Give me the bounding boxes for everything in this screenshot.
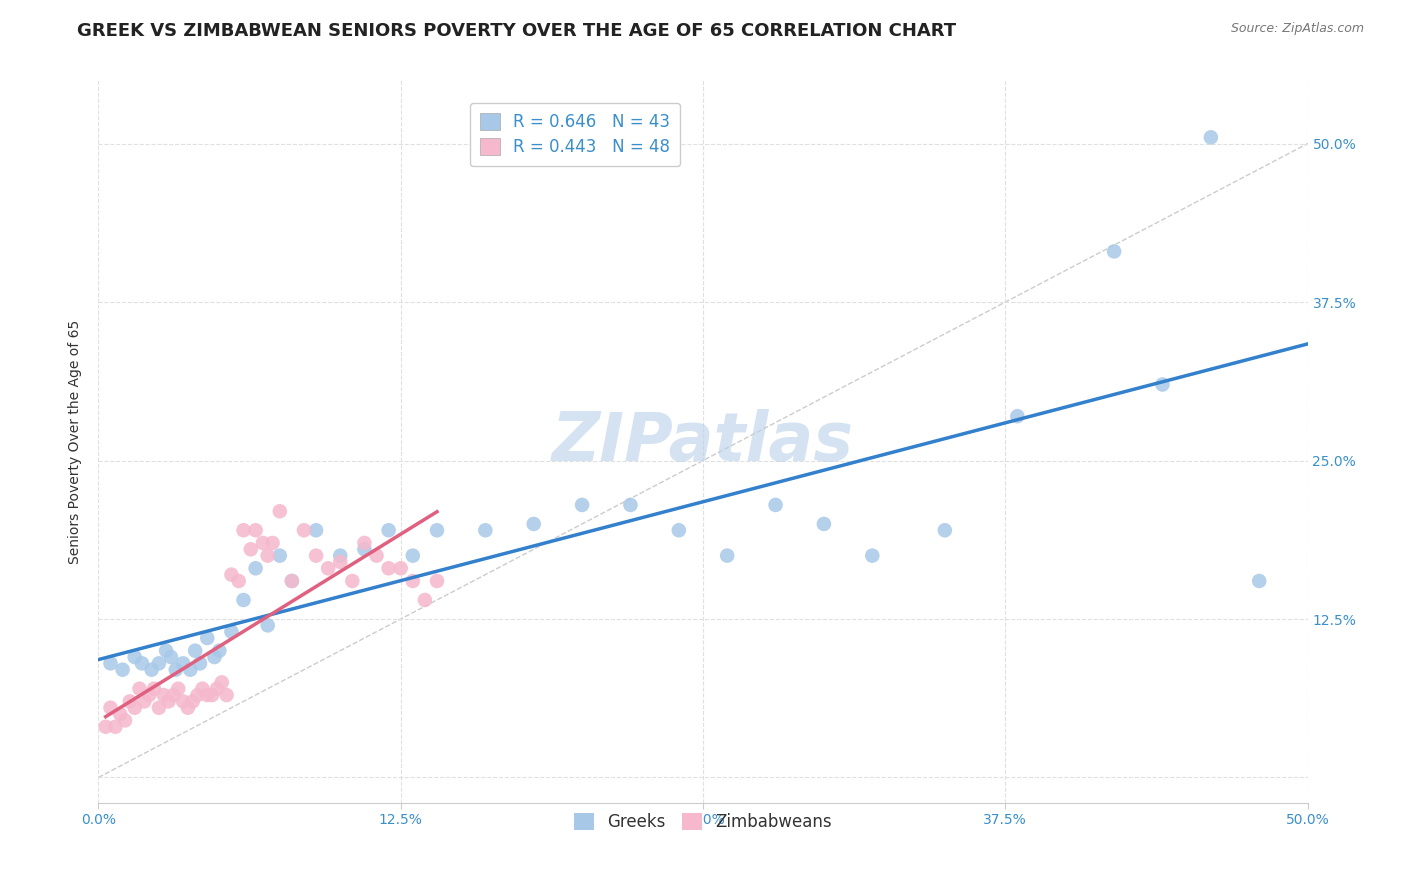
- Point: [205, 681, 228, 696]
- Y-axis label: Seniors Poverty Over the Age of 65: Seniors Poverty Over the Age of 65: [69, 319, 83, 564]
- Point: [256, 618, 278, 632]
- Point: [353, 542, 375, 557]
- Point: [1007, 409, 1029, 424]
- Point: [138, 688, 160, 702]
- Point: [256, 549, 278, 563]
- Point: [177, 700, 200, 714]
- Point: [162, 688, 184, 702]
- Point: [111, 663, 134, 677]
- Point: [716, 549, 738, 563]
- Point: [813, 516, 835, 531]
- Point: [124, 700, 146, 714]
- Point: [245, 561, 267, 575]
- Point: [215, 688, 238, 702]
- Point: [108, 707, 131, 722]
- Point: [1249, 574, 1271, 588]
- Point: [316, 561, 339, 575]
- Point: [221, 624, 243, 639]
- Point: [402, 549, 425, 563]
- Point: [402, 574, 425, 588]
- Point: [181, 694, 204, 708]
- Text: Source: ZipAtlas.com: Source: ZipAtlas.com: [1230, 22, 1364, 36]
- Point: [179, 663, 201, 677]
- Point: [131, 657, 153, 671]
- Legend: Greeks, Zimbabweans: Greeks, Zimbabweans: [567, 806, 839, 838]
- Point: [141, 663, 163, 677]
- Point: [523, 516, 546, 531]
- Point: [377, 561, 399, 575]
- Point: [172, 657, 194, 671]
- Point: [262, 536, 284, 550]
- Point: [269, 504, 291, 518]
- Point: [239, 542, 262, 557]
- Point: [157, 694, 180, 708]
- Point: [221, 567, 243, 582]
- Point: [292, 523, 315, 537]
- Point: [366, 549, 388, 563]
- Point: [195, 688, 218, 702]
- Point: [128, 681, 150, 696]
- Point: [167, 681, 190, 696]
- Point: [211, 675, 233, 690]
- Point: [228, 574, 250, 588]
- Point: [426, 523, 449, 537]
- Point: [232, 523, 254, 537]
- Point: [100, 657, 122, 671]
- Point: [245, 523, 267, 537]
- Point: [114, 714, 136, 728]
- Point: [191, 681, 214, 696]
- Point: [104, 720, 127, 734]
- Point: [860, 549, 883, 563]
- Point: [269, 549, 291, 563]
- Point: [934, 523, 956, 537]
- Point: [160, 650, 183, 665]
- Point: [232, 593, 254, 607]
- Text: GREEK VS ZIMBABWEAN SENIORS POVERTY OVER THE AGE OF 65 CORRELATION CHART: GREEK VS ZIMBABWEAN SENIORS POVERTY OVER…: [77, 22, 956, 40]
- Point: [413, 593, 436, 607]
- Point: [188, 657, 211, 671]
- Point: [353, 536, 375, 550]
- Point: [389, 561, 412, 575]
- Point: [172, 694, 194, 708]
- Point: [195, 631, 218, 645]
- Point: [143, 681, 166, 696]
- Point: [187, 688, 209, 702]
- Point: [118, 694, 141, 708]
- Point: [124, 650, 146, 665]
- Point: [474, 523, 496, 537]
- Point: [305, 549, 328, 563]
- Text: ZIPatlas: ZIPatlas: [553, 409, 853, 475]
- Point: [305, 523, 328, 537]
- Point: [155, 643, 177, 657]
- Point: [252, 536, 274, 550]
- Point: [204, 650, 226, 665]
- Point: [94, 720, 117, 734]
- Point: [1199, 130, 1222, 145]
- Point: [765, 498, 787, 512]
- Point: [201, 688, 224, 702]
- Point: [100, 700, 122, 714]
- Point: [329, 555, 352, 569]
- Point: [281, 574, 304, 588]
- Point: [571, 498, 593, 512]
- Point: [165, 663, 187, 677]
- Point: [152, 688, 174, 702]
- Point: [619, 498, 641, 512]
- Point: [148, 700, 170, 714]
- Point: [342, 574, 364, 588]
- Point: [184, 643, 207, 657]
- Point: [1102, 244, 1125, 259]
- Point: [377, 523, 399, 537]
- Point: [668, 523, 690, 537]
- Point: [148, 657, 170, 671]
- Point: [1152, 377, 1174, 392]
- Point: [208, 643, 231, 657]
- Point: [281, 574, 304, 588]
- Point: [426, 574, 449, 588]
- Point: [134, 694, 156, 708]
- Point: [329, 549, 352, 563]
